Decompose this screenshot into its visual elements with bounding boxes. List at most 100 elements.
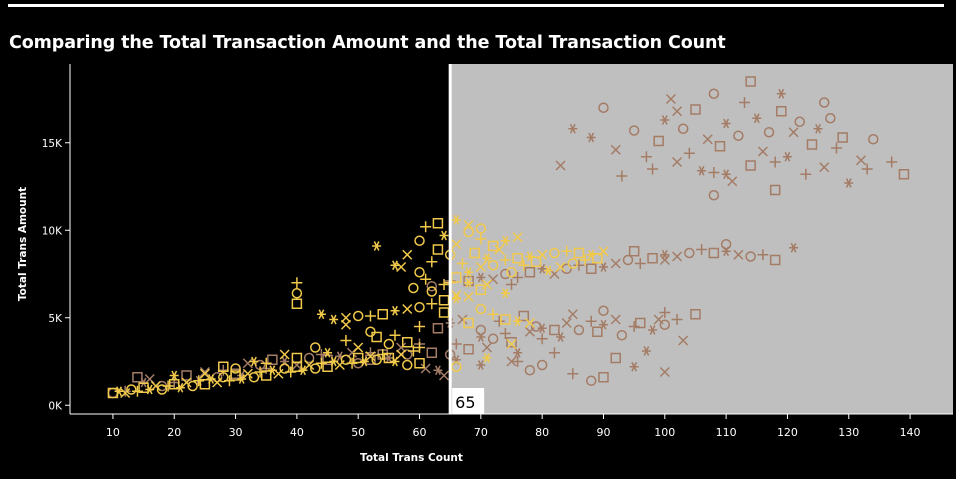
data-point — [402, 359, 413, 371]
data-point — [487, 240, 499, 252]
data-point — [616, 330, 628, 341]
data-point — [279, 349, 290, 360]
data-point — [708, 88, 720, 99]
data-point — [672, 156, 683, 168]
data-point — [323, 347, 333, 358]
data-point — [683, 147, 695, 159]
data-point — [610, 314, 621, 325]
data-point — [475, 261, 486, 273]
data-point — [776, 106, 787, 117]
data-point — [390, 305, 400, 316]
x-tick-label: 20 — [167, 426, 181, 439]
data-point — [653, 135, 664, 147]
data-point — [536, 359, 548, 371]
data-point — [487, 333, 499, 344]
data-point — [561, 317, 572, 329]
data-point — [199, 379, 211, 390]
data-point — [524, 317, 535, 329]
data-point — [482, 353, 492, 363]
data-point — [396, 349, 407, 360]
data-point — [499, 254, 511, 266]
data-point — [315, 357, 327, 369]
data-point — [549, 324, 560, 336]
data-point — [322, 361, 333, 372]
data-point — [598, 372, 609, 383]
data-point — [254, 366, 266, 378]
data-point — [402, 303, 413, 315]
data-point — [500, 268, 511, 280]
data-point — [567, 258, 579, 269]
data-point — [237, 374, 247, 384]
data-point — [518, 310, 530, 322]
data-point — [598, 102, 609, 113]
x-tick-label: 80 — [535, 426, 549, 439]
data-point — [414, 267, 425, 278]
data-point — [506, 356, 517, 367]
data-point — [487, 260, 499, 271]
data-point — [493, 315, 505, 327]
data-point — [789, 242, 799, 253]
data-point — [769, 184, 781, 196]
data-point — [659, 319, 671, 330]
data-point — [763, 127, 775, 138]
data-point — [377, 349, 389, 360]
data-point — [696, 244, 708, 255]
data-point — [684, 247, 695, 259]
data-point — [464, 277, 474, 288]
data-point — [500, 235, 510, 246]
data-point — [218, 372, 229, 383]
y-tick-label: 15K — [42, 138, 63, 150]
data-point — [482, 253, 492, 264]
data-point — [181, 370, 192, 381]
x-tick-label: 70 — [474, 426, 488, 439]
data-point — [475, 223, 487, 234]
data-point — [217, 364, 229, 376]
data-point — [678, 335, 689, 346]
data-point — [476, 360, 486, 370]
data-point — [610, 144, 621, 155]
data-point — [463, 317, 474, 329]
data-point — [500, 314, 511, 325]
data-point — [622, 254, 634, 266]
data-point — [132, 372, 143, 383]
data-point — [818, 97, 830, 108]
data-point — [524, 365, 536, 376]
data-point — [432, 323, 444, 334]
data-point — [585, 315, 597, 327]
x-tick-label: 50 — [351, 426, 365, 439]
data-point — [648, 325, 658, 335]
data-point — [794, 116, 805, 127]
data-point — [592, 253, 603, 264]
data-point — [671, 314, 683, 325]
data-point — [598, 305, 609, 316]
data-point — [463, 226, 474, 238]
data-point — [451, 272, 462, 283]
data-point — [426, 286, 438, 297]
data-point — [352, 310, 364, 322]
data-point — [659, 366, 670, 378]
data-point — [556, 332, 566, 342]
data-point — [585, 375, 597, 386]
data-point — [260, 357, 272, 369]
data-point — [788, 127, 799, 138]
data-point — [868, 134, 879, 145]
data-point — [769, 156, 781, 168]
data-point — [635, 317, 646, 329]
series-yellow — [107, 214, 609, 399]
x-tick-label: 60 — [413, 426, 427, 439]
data-point — [199, 366, 210, 378]
data-point — [193, 375, 205, 387]
data-point — [359, 356, 369, 367]
y-tick-label: 10K — [42, 225, 63, 237]
data-point — [463, 291, 474, 302]
data-point — [377, 309, 388, 320]
data-point — [634, 258, 646, 269]
data-point — [677, 123, 689, 134]
data-point — [610, 258, 621, 269]
data-point — [463, 344, 474, 355]
data-point — [481, 279, 493, 290]
data-point — [598, 319, 608, 330]
data-point — [513, 316, 523, 327]
data-point — [107, 387, 119, 399]
data-point — [757, 249, 769, 261]
